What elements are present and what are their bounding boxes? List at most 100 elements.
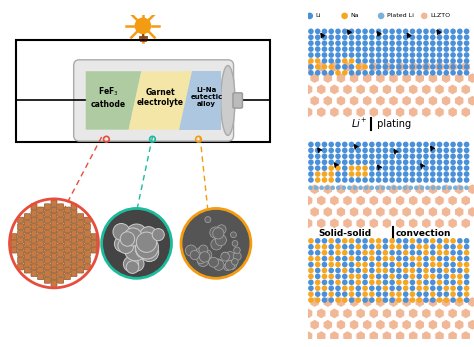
Circle shape [423, 159, 429, 165]
Circle shape [410, 279, 415, 285]
FancyBboxPatch shape [58, 237, 64, 243]
Circle shape [383, 64, 388, 70]
Circle shape [437, 286, 442, 291]
Circle shape [328, 58, 334, 64]
Circle shape [444, 297, 449, 303]
FancyBboxPatch shape [91, 247, 97, 253]
Circle shape [342, 58, 347, 64]
Circle shape [457, 177, 463, 183]
Circle shape [213, 228, 224, 239]
Circle shape [383, 142, 388, 147]
FancyBboxPatch shape [64, 274, 70, 280]
Circle shape [444, 273, 449, 279]
Circle shape [457, 256, 463, 261]
FancyBboxPatch shape [11, 247, 17, 253]
FancyBboxPatch shape [31, 244, 37, 250]
Ellipse shape [221, 66, 235, 135]
Circle shape [464, 250, 469, 255]
Circle shape [322, 268, 327, 273]
Circle shape [362, 34, 368, 40]
Circle shape [464, 165, 469, 171]
Circle shape [362, 297, 368, 303]
FancyBboxPatch shape [73, 60, 234, 141]
Circle shape [423, 273, 429, 279]
Circle shape [349, 297, 355, 303]
Circle shape [362, 165, 368, 171]
Circle shape [437, 153, 442, 159]
Circle shape [430, 52, 436, 58]
Circle shape [362, 250, 368, 255]
Circle shape [410, 70, 415, 76]
Circle shape [328, 177, 334, 183]
Circle shape [349, 70, 355, 76]
FancyBboxPatch shape [31, 217, 37, 223]
Circle shape [215, 235, 227, 246]
FancyBboxPatch shape [11, 240, 17, 246]
Circle shape [328, 244, 334, 249]
Circle shape [315, 244, 320, 249]
Circle shape [356, 177, 361, 183]
Circle shape [464, 291, 469, 297]
Circle shape [349, 171, 355, 177]
Circle shape [376, 165, 382, 171]
Circle shape [349, 262, 355, 268]
Circle shape [410, 268, 415, 273]
Circle shape [450, 250, 456, 255]
FancyBboxPatch shape [64, 234, 70, 240]
FancyBboxPatch shape [11, 234, 17, 240]
Circle shape [315, 273, 320, 279]
Circle shape [444, 70, 449, 76]
Circle shape [437, 147, 442, 153]
Circle shape [342, 244, 347, 249]
Circle shape [362, 46, 368, 52]
FancyBboxPatch shape [37, 207, 44, 213]
Circle shape [328, 256, 334, 261]
Circle shape [450, 286, 456, 291]
FancyBboxPatch shape [51, 247, 57, 253]
Circle shape [416, 262, 422, 268]
Circle shape [464, 171, 469, 177]
Circle shape [335, 177, 341, 183]
Circle shape [376, 268, 382, 273]
Circle shape [457, 238, 463, 244]
Circle shape [389, 268, 395, 273]
Circle shape [356, 171, 361, 177]
Circle shape [410, 286, 415, 291]
Circle shape [416, 28, 422, 34]
Circle shape [315, 262, 320, 268]
Circle shape [410, 58, 415, 64]
FancyBboxPatch shape [44, 217, 50, 223]
Circle shape [232, 240, 238, 246]
Circle shape [328, 238, 334, 244]
Circle shape [444, 142, 449, 147]
Circle shape [450, 58, 456, 64]
Circle shape [315, 286, 320, 291]
Circle shape [416, 177, 422, 183]
Circle shape [416, 64, 422, 70]
FancyBboxPatch shape [44, 211, 50, 217]
FancyBboxPatch shape [84, 257, 91, 263]
FancyBboxPatch shape [44, 224, 50, 230]
Circle shape [356, 256, 361, 261]
FancyBboxPatch shape [51, 267, 57, 273]
Circle shape [464, 185, 469, 190]
Circle shape [444, 268, 449, 273]
Circle shape [356, 165, 361, 171]
Circle shape [389, 28, 395, 34]
Circle shape [403, 177, 409, 183]
Circle shape [342, 238, 347, 244]
Circle shape [308, 52, 314, 58]
Circle shape [356, 286, 361, 291]
Circle shape [308, 153, 314, 159]
Circle shape [430, 28, 436, 34]
Circle shape [349, 28, 355, 34]
FancyBboxPatch shape [37, 234, 44, 240]
Circle shape [430, 58, 436, 64]
FancyBboxPatch shape [64, 207, 70, 213]
Circle shape [396, 250, 402, 255]
Circle shape [450, 153, 456, 159]
Circle shape [410, 244, 415, 249]
Circle shape [403, 244, 409, 249]
Circle shape [335, 147, 341, 153]
Circle shape [430, 279, 436, 285]
